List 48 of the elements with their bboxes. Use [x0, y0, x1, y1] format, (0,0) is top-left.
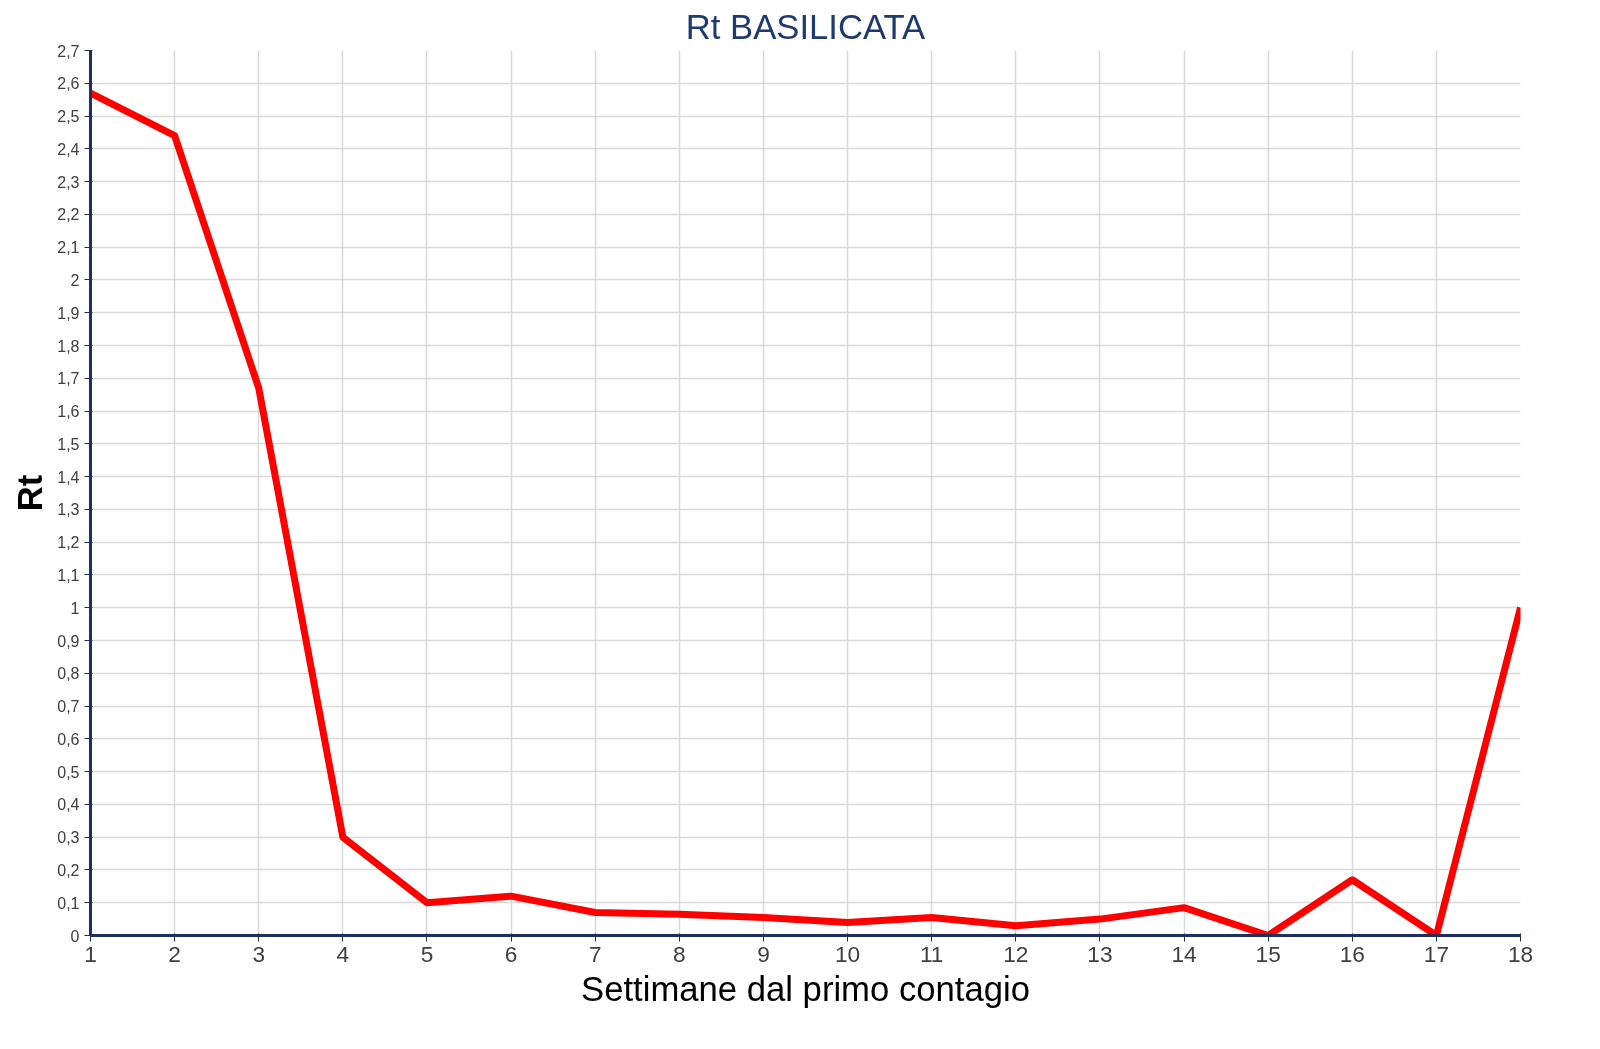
x-tick-label: 13 — [1087, 940, 1113, 967]
x-tick-label: 4 — [336, 940, 350, 967]
y-tick-label: 1,2 — [57, 534, 80, 552]
x-tick-label: 6 — [504, 940, 518, 967]
y-tick-label: 0,2 — [57, 861, 80, 879]
chart-title: Rt BASILICATA — [685, 7, 927, 46]
y-tick-label: 2,7 — [57, 42, 80, 60]
y-tick-label: 1,7 — [57, 370, 80, 388]
y-tick-label: 2 — [70, 271, 80, 289]
y-tick-label: 0,4 — [57, 796, 80, 814]
x-tick-label: 16 — [1339, 940, 1365, 967]
y-tick-label: 0,7 — [57, 698, 80, 716]
y-tick-label: 1,9 — [57, 304, 80, 322]
y-tick-label: 2,3 — [57, 173, 80, 191]
x-tick-label: 3 — [252, 940, 266, 967]
x-tick-label: 15 — [1255, 940, 1281, 967]
y-tick-label: 2,2 — [57, 206, 80, 224]
y-tick-label: 0,5 — [57, 763, 80, 781]
x-tick-label: 7 — [588, 940, 602, 967]
x-axis-title: Settimane dal primo contagio — [581, 969, 1030, 1008]
y-tick-label: 2,5 — [57, 108, 80, 126]
y-tick-label: 0,6 — [57, 730, 80, 748]
y-tick-label: 1,3 — [57, 501, 80, 519]
y-tick-label: 0,9 — [57, 632, 80, 650]
y-tick-label: 0,8 — [57, 665, 80, 683]
y-tick-label: 0 — [70, 927, 80, 945]
y-tick-label: 0,3 — [57, 829, 80, 847]
y-tick-label: 2,6 — [57, 75, 80, 93]
x-tick-label: 14 — [1171, 940, 1197, 967]
y-tick-label: 1,5 — [57, 435, 80, 453]
y-tick-label: 2,4 — [57, 140, 80, 158]
y-tick-label: 0,1 — [57, 894, 80, 912]
y-tick-label: 1,8 — [57, 337, 80, 355]
y-axis-title: Rt — [11, 474, 50, 512]
x-tick-label: 9 — [757, 940, 770, 967]
y-tick-label: 1,6 — [57, 403, 80, 421]
x-tick-label: 18 — [1507, 940, 1534, 967]
x-tick-label: 10 — [834, 940, 861, 967]
x-tick-label: 5 — [420, 940, 434, 967]
x-tick-label: 2 — [168, 940, 181, 967]
y-tick-label: 1,4 — [57, 468, 80, 486]
x-tick-label: 12 — [1003, 940, 1029, 967]
y-tick-label: 2,1 — [57, 239, 80, 257]
x-tick-label: 11 — [919, 940, 944, 967]
x-tick-label: 17 — [1423, 940, 1449, 967]
y-tick-label: 1 — [70, 599, 80, 617]
x-tick-label: 8 — [673, 940, 686, 967]
y-tick-label: 1,1 — [57, 566, 80, 584]
